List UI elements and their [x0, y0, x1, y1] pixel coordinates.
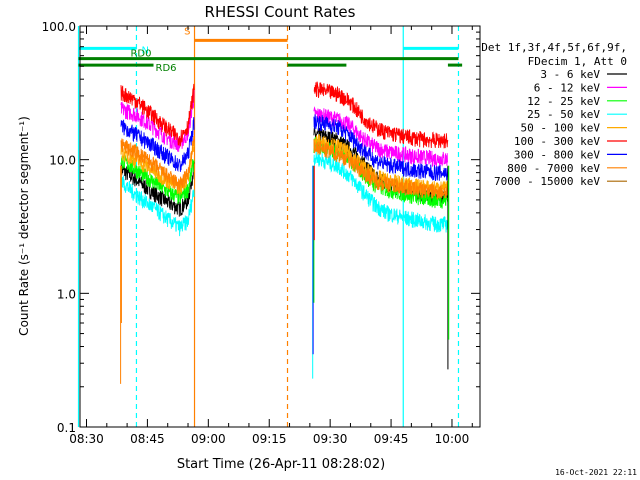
x-tick-label-2: 09:00	[191, 432, 226, 446]
legend-label-4: 50 - 100 keV	[521, 122, 601, 135]
series-trace-3-0	[120, 175, 195, 237]
x-tick-label-3: 09:15	[252, 432, 287, 446]
state-bars: N S RD0 RD6	[78, 26, 463, 74]
series-trace-1-1	[313, 106, 449, 167]
y-axis-ticks: 0.1 1.0 10.0 100.0	[42, 20, 480, 435]
legend-label-5: 100 - 300 keV	[514, 135, 600, 148]
plot-frame	[79, 25, 481, 428]
data-series	[120, 81, 450, 384]
legend-label-6: 300 - 800 keV	[514, 148, 600, 161]
state-bar-label-rd6: RD6	[156, 63, 177, 74]
state-bar-label-n: N	[141, 45, 148, 56]
state-bar-label-s: S	[184, 26, 190, 37]
series-trace-6-0	[120, 117, 195, 172]
x-axis-label: Start Time (26-Apr-11 08:28:02)	[177, 457, 385, 472]
x-tick-label-1: 08:45	[130, 432, 165, 446]
legend-label-2: 12 - 25 keV	[527, 95, 600, 108]
legend-label-3: 25 - 50 keV	[527, 108, 600, 121]
x-tick-label-0: 08:30	[69, 432, 104, 446]
y-tick-label-2: 10.0	[49, 154, 76, 168]
legend-header-line-2: FDecim 1, Att 0	[528, 55, 627, 68]
series-trace-5-0	[120, 83, 195, 147]
series-trace-0-0	[120, 161, 195, 217]
legend: Det 1f,3f,4f,5f,6f,9f, FDecim 1, Att 0 3…	[481, 41, 627, 188]
series-trace-7-1	[313, 139, 449, 200]
state-bar-label-rd0: RD0	[130, 49, 151, 60]
x-tick-label-4: 09:30	[313, 432, 348, 446]
legend-label-7: 800 - 7000 keV	[507, 162, 600, 175]
legend-header-line-1: Det 1f,3f,4f,5f,6f,9f,	[481, 41, 627, 54]
legend-label-1: 6 - 12 keV	[534, 81, 601, 94]
y-axis-label: Count Rate (s⁻¹ detector segment⁻¹)	[17, 116, 31, 336]
series-trace-5-1	[313, 81, 449, 149]
y-tick-label-1: 1.0	[57, 287, 76, 301]
x-tick-label-5: 09:45	[374, 432, 409, 446]
render-timestamp: 16-Oct-2021 22:11	[555, 468, 637, 477]
series-trace-6-1	[313, 114, 449, 182]
x-tick-label-6: 10:00	[435, 432, 470, 446]
vertical-marker-lines	[77, 26, 460, 427]
series-trace-3-1	[313, 150, 449, 233]
chart-title: RHESSI Count Rates	[205, 3, 356, 21]
y-tick-label-0: 0.1	[57, 421, 76, 435]
legend-label-0: 3 - 6 keV	[540, 68, 600, 81]
x-axis-ticks: 08:30 08:45 09:00 09:15 09:30 09:45 10:00	[69, 26, 473, 446]
series-trace-7-0	[120, 135, 195, 191]
y-tick-label-3: 100.0	[42, 20, 76, 34]
legend-label-8: 7000 - 15000 keV	[494, 175, 600, 188]
